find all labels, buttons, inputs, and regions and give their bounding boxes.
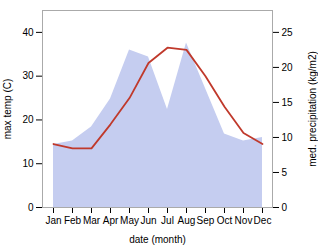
- svg-text:Mar: Mar: [83, 215, 101, 226]
- svg-text:Oct: Oct: [217, 215, 233, 226]
- svg-text:20: 20: [22, 114, 34, 125]
- svg-text:Jun: Jun: [140, 215, 156, 226]
- svg-text:Jul: Jul: [161, 215, 174, 226]
- svg-text:max temp (C): max temp (C): [2, 79, 13, 140]
- svg-text:30: 30: [22, 70, 34, 81]
- svg-text:0: 0: [282, 202, 288, 213]
- svg-text:40: 40: [22, 27, 34, 38]
- svg-text:15: 15: [282, 97, 294, 108]
- svg-text:10: 10: [22, 158, 34, 169]
- svg-text:Aug: Aug: [178, 215, 196, 226]
- svg-text:0: 0: [28, 202, 34, 213]
- svg-text:Jan: Jan: [45, 215, 61, 226]
- svg-text:Nov: Nov: [235, 215, 253, 226]
- svg-text:med. precipitation (kg/m2): med. precipitation (kg/m2): [307, 51, 318, 167]
- svg-text:20: 20: [282, 62, 294, 73]
- svg-text:date (month): date (month): [129, 234, 186, 245]
- svg-text:Sep: Sep: [197, 215, 215, 226]
- svg-text:Apr: Apr: [103, 215, 119, 226]
- svg-text:Dec: Dec: [254, 215, 272, 226]
- svg-text:10: 10: [282, 132, 294, 143]
- svg-text:May: May: [120, 215, 139, 226]
- svg-text:Feb: Feb: [64, 215, 82, 226]
- svg-text:25: 25: [282, 27, 294, 38]
- svg-text:5: 5: [282, 167, 288, 178]
